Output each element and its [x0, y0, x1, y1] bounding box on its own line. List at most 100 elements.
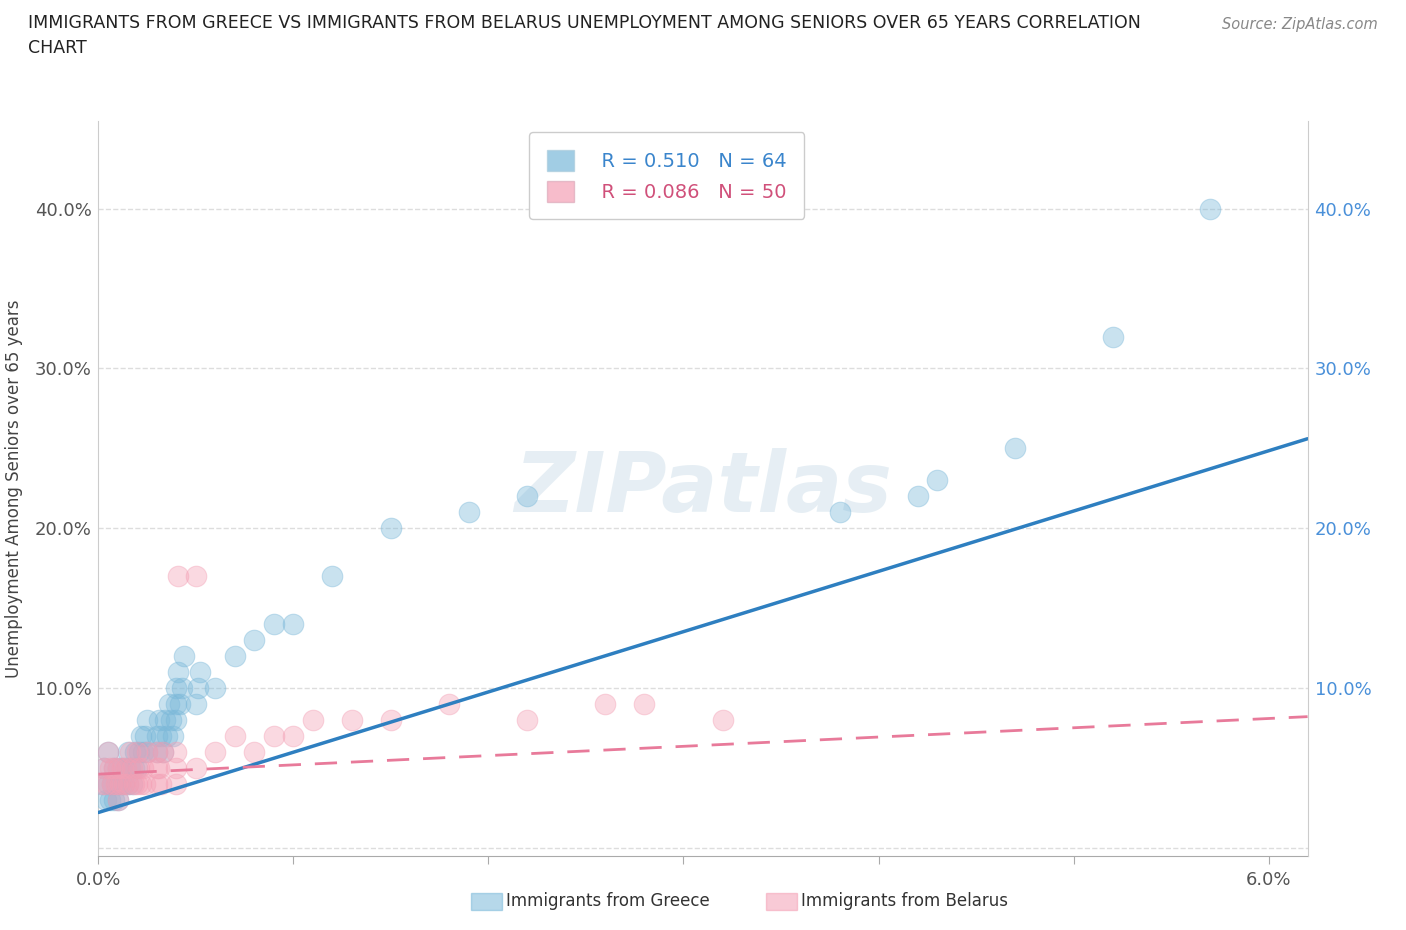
Point [136, 744, 159, 759]
Point [117, 777, 139, 791]
Point [107, 761, 129, 776]
Point [103, 761, 125, 776]
Point [380, 521, 402, 536]
Point [121, 761, 143, 776]
Point [152, 744, 174, 759]
Point [146, 744, 169, 759]
Text: Immigrants from Greece: Immigrants from Greece [506, 892, 710, 910]
Point [243, 744, 266, 759]
Point [101, 777, 124, 791]
Point [104, 777, 127, 791]
Point [146, 761, 169, 776]
Text: Source: ZipAtlas.com: Source: ZipAtlas.com [1222, 17, 1378, 32]
Point [156, 728, 179, 743]
Point [127, 761, 149, 776]
Point [121, 777, 143, 791]
Point [162, 728, 184, 743]
Point [173, 648, 195, 663]
Point [132, 744, 155, 759]
Point [907, 489, 929, 504]
Point [98, 761, 121, 776]
Point [131, 777, 153, 791]
Point [104, 777, 127, 791]
Point [108, 777, 131, 791]
Point [148, 712, 170, 727]
Point [159, 712, 181, 727]
Point [118, 744, 141, 759]
Point [101, 777, 124, 791]
Point [107, 792, 129, 807]
Point [112, 777, 135, 791]
Point [132, 761, 155, 776]
Point [263, 728, 285, 743]
Point [114, 761, 136, 776]
Point [96, 777, 118, 791]
Point [167, 664, 190, 679]
Point [165, 697, 187, 711]
Point [243, 632, 266, 647]
Point [97, 777, 120, 791]
Point [122, 777, 145, 791]
Y-axis label: Unemployment Among Seniors over 65 years: Unemployment Among Seniors over 65 years [6, 299, 24, 677]
Point [97, 744, 120, 759]
Point [91, 777, 114, 791]
Point [263, 617, 285, 631]
Text: ZIPatlas: ZIPatlas [515, 447, 891, 529]
Point [128, 761, 150, 776]
Point [136, 744, 159, 759]
Point [134, 728, 156, 743]
Point [184, 568, 207, 583]
Point [117, 744, 139, 759]
Point [117, 777, 139, 791]
Point [131, 728, 153, 743]
Point [118, 761, 141, 776]
Point [157, 697, 180, 711]
Point [111, 761, 134, 776]
Point [165, 712, 187, 727]
Point [152, 744, 174, 759]
Point [283, 617, 305, 631]
Point [97, 744, 120, 759]
Legend:   R = 0.510   N = 64,   R = 0.086   N = 50: R = 0.510 N = 64, R = 0.086 N = 50 [529, 132, 804, 219]
Point [224, 648, 246, 663]
Point [127, 777, 149, 791]
Point [146, 744, 169, 759]
Point [321, 568, 343, 583]
Point [124, 744, 146, 759]
Point [103, 792, 125, 807]
Point [380, 712, 402, 727]
Point [165, 777, 187, 791]
Point [224, 728, 246, 743]
Point [1101, 329, 1123, 344]
Point [184, 697, 207, 711]
Point [340, 712, 363, 727]
Point [112, 777, 135, 791]
Point [91, 777, 114, 791]
Point [188, 664, 211, 679]
Point [187, 681, 209, 696]
Point [633, 697, 655, 711]
Point [283, 728, 305, 743]
Point [93, 761, 115, 776]
Point [165, 744, 187, 759]
Point [516, 489, 538, 504]
Point [107, 761, 129, 776]
Point [134, 777, 156, 791]
Point [149, 728, 172, 743]
Point [114, 761, 136, 776]
Point [204, 744, 226, 759]
Point [204, 681, 226, 696]
Point [103, 761, 125, 776]
Point [146, 728, 169, 743]
Point [595, 697, 617, 711]
Text: IMMIGRANTS FROM GREECE VS IMMIGRANTS FROM BELARUS UNEMPLOYMENT AMONG SENIORS OVE: IMMIGRANTS FROM GREECE VS IMMIGRANTS FRO… [28, 14, 1142, 32]
Point [165, 681, 187, 696]
Point [153, 712, 176, 727]
Point [108, 777, 131, 791]
Point [925, 472, 948, 487]
Point [302, 712, 325, 727]
Point [516, 712, 538, 727]
Point [96, 792, 118, 807]
Point [169, 697, 191, 711]
Text: Immigrants from Belarus: Immigrants from Belarus [801, 892, 1008, 910]
